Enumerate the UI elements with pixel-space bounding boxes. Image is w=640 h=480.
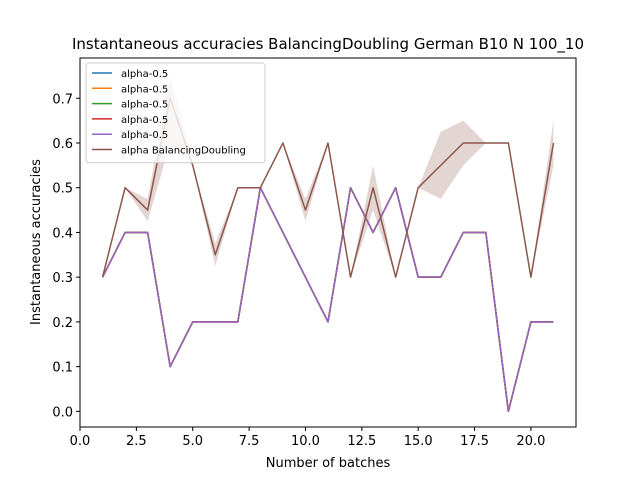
y-tick-label: 0.6 — [52, 137, 73, 152]
y-tick-label: 0.0 — [52, 405, 73, 420]
x-tick-label: 7.5 — [239, 434, 260, 449]
y-tick-label: 0.1 — [52, 361, 73, 376]
y-tick-label: 0.4 — [52, 226, 73, 241]
y-tick-label: 0.3 — [52, 271, 73, 286]
x-tick-label: 17.5 — [460, 434, 489, 449]
x-tick-label: 5.0 — [182, 434, 203, 449]
x-tick-label: 2.5 — [126, 434, 147, 449]
legend-entry: alpha-0.5 — [121, 100, 168, 111]
plot-frame — [79, 57, 577, 428]
x-axis: 0.0 2.5 5.0 7.5 10.0 12.5 15.0 17.5 20.0 — [70, 427, 545, 449]
legend-entry: alpha-0.5 — [121, 69, 168, 80]
legend-box — [85, 62, 266, 164]
x-tick-label: 10.0 — [291, 434, 320, 449]
x-tick-label: 15.0 — [404, 434, 433, 449]
y-tick-label: 0.7 — [52, 92, 73, 107]
y-axis: 0.0 0.1 0.2 0.3 0.4 0.5 0.6 0.7 — [52, 92, 80, 420]
y-tick-label: 0.5 — [52, 182, 73, 197]
legend: alpha-0.5 alpha-0.5 alpha-0.5 alpha-0.5 alph… — [85, 62, 266, 164]
chart-title: Instantaneous accuracies BalancingDoubli… — [72, 35, 584, 54]
series-lines — [101, 97, 555, 413]
x-tick-label: 20.0 — [516, 434, 545, 449]
series-line — [101, 186, 554, 413]
legend-entry: alpha-0.5 — [121, 115, 168, 126]
y-axis-label: Instantaneous accuracies — [29, 159, 44, 325]
x-tick-label: 0.0 — [70, 434, 91, 449]
legend-entry: alpha BalancingDoubling — [121, 146, 246, 157]
legend-entry: alpha-0.5 — [121, 84, 168, 95]
y-tick-label: 0.2 — [52, 316, 73, 331]
x-tick-label: 12.5 — [347, 434, 376, 449]
x-axis-label: Number of batches — [266, 456, 391, 471]
legend-entry: alpha-0.5 — [121, 130, 168, 141]
